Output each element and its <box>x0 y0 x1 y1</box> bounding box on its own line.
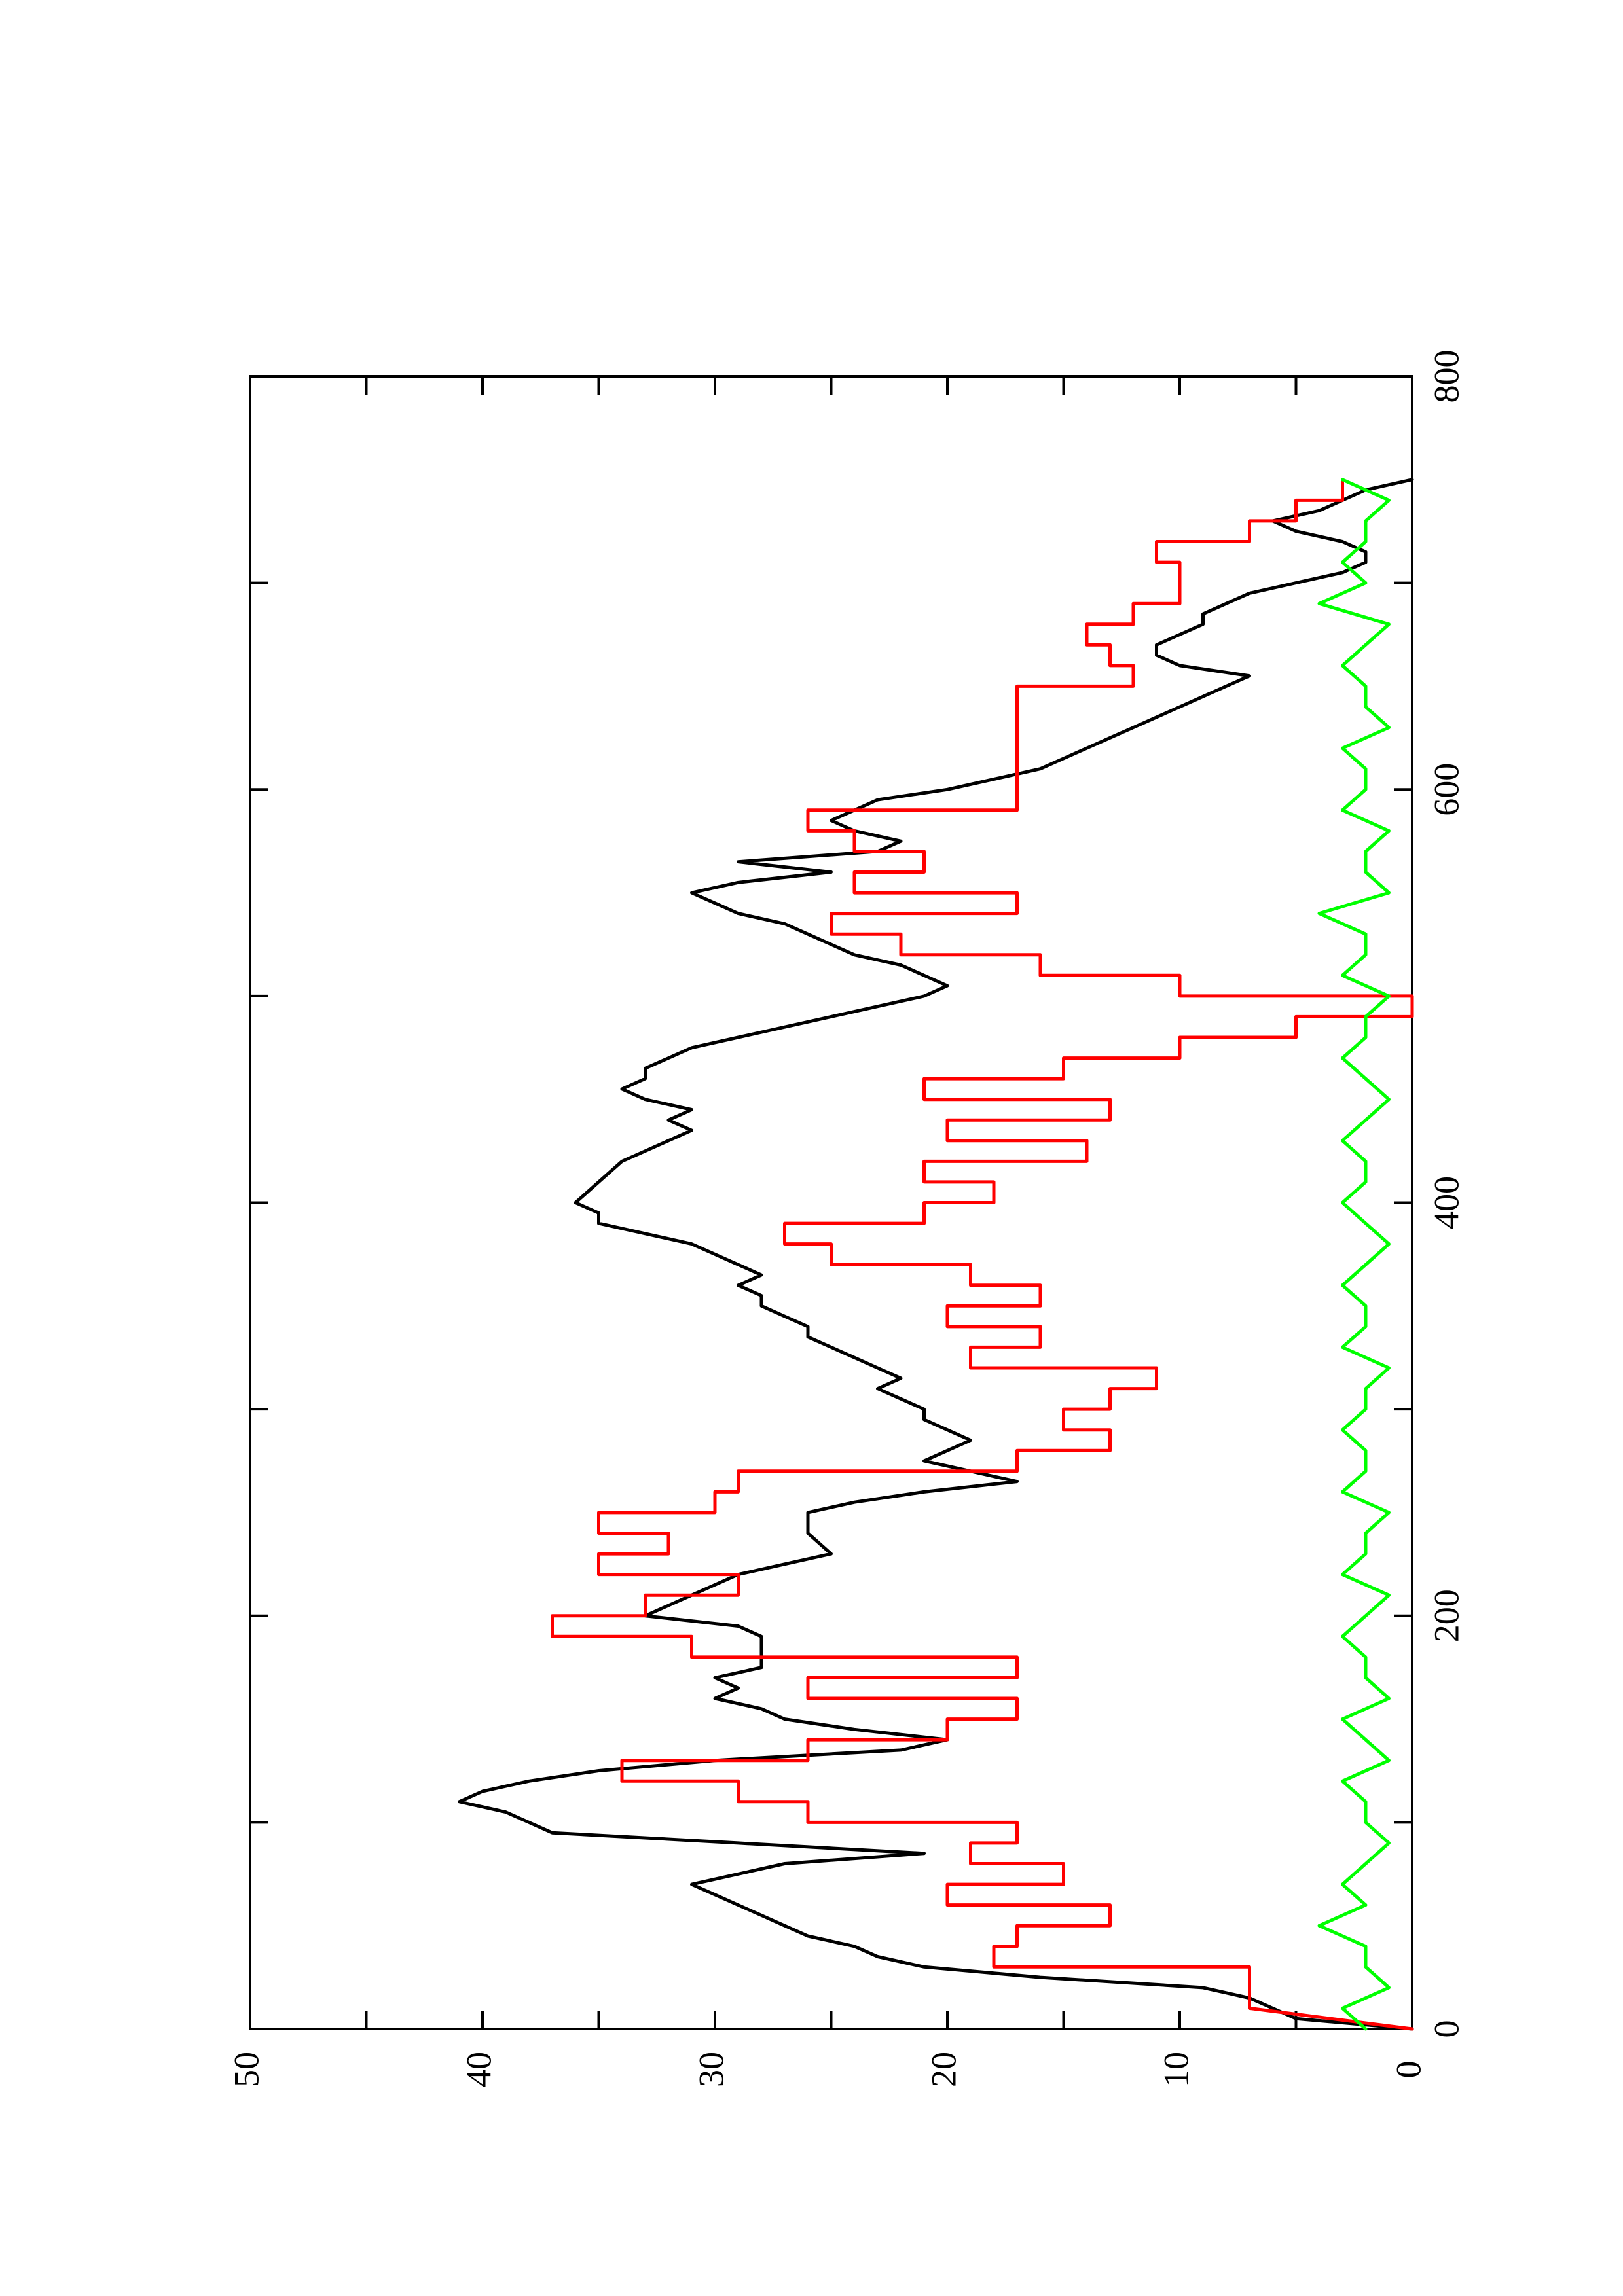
series-line-2 <box>551 478 1414 2031</box>
y-tick-label: 30 <box>691 2052 731 2087</box>
y-tick-label: 20 <box>924 2052 963 2087</box>
ticks <box>249 375 1413 2030</box>
series-line-3 <box>1317 478 1391 2031</box>
x-tick-label: 600 <box>1427 763 1466 816</box>
series-group <box>458 478 1414 2031</box>
series-line-1 <box>458 478 1414 2031</box>
x-tick-label: 800 <box>1427 350 1466 403</box>
y-tick-label: 10 <box>1156 2052 1195 2087</box>
x-tick-label: 200 <box>1427 1589 1466 1642</box>
x-tick-label: 0 <box>1427 2020 1466 2038</box>
y-tick-label: 0 <box>1389 2061 1428 2079</box>
y-tick-label: 40 <box>459 2052 498 2087</box>
x-tick-label: 400 <box>1427 1176 1466 1229</box>
tick-labels: 0 200 400 600 800 0 10 20 30 40 50 <box>227 350 1466 2088</box>
plot-frame <box>249 375 1413 2030</box>
y-tick-label: 50 <box>227 2052 266 2087</box>
